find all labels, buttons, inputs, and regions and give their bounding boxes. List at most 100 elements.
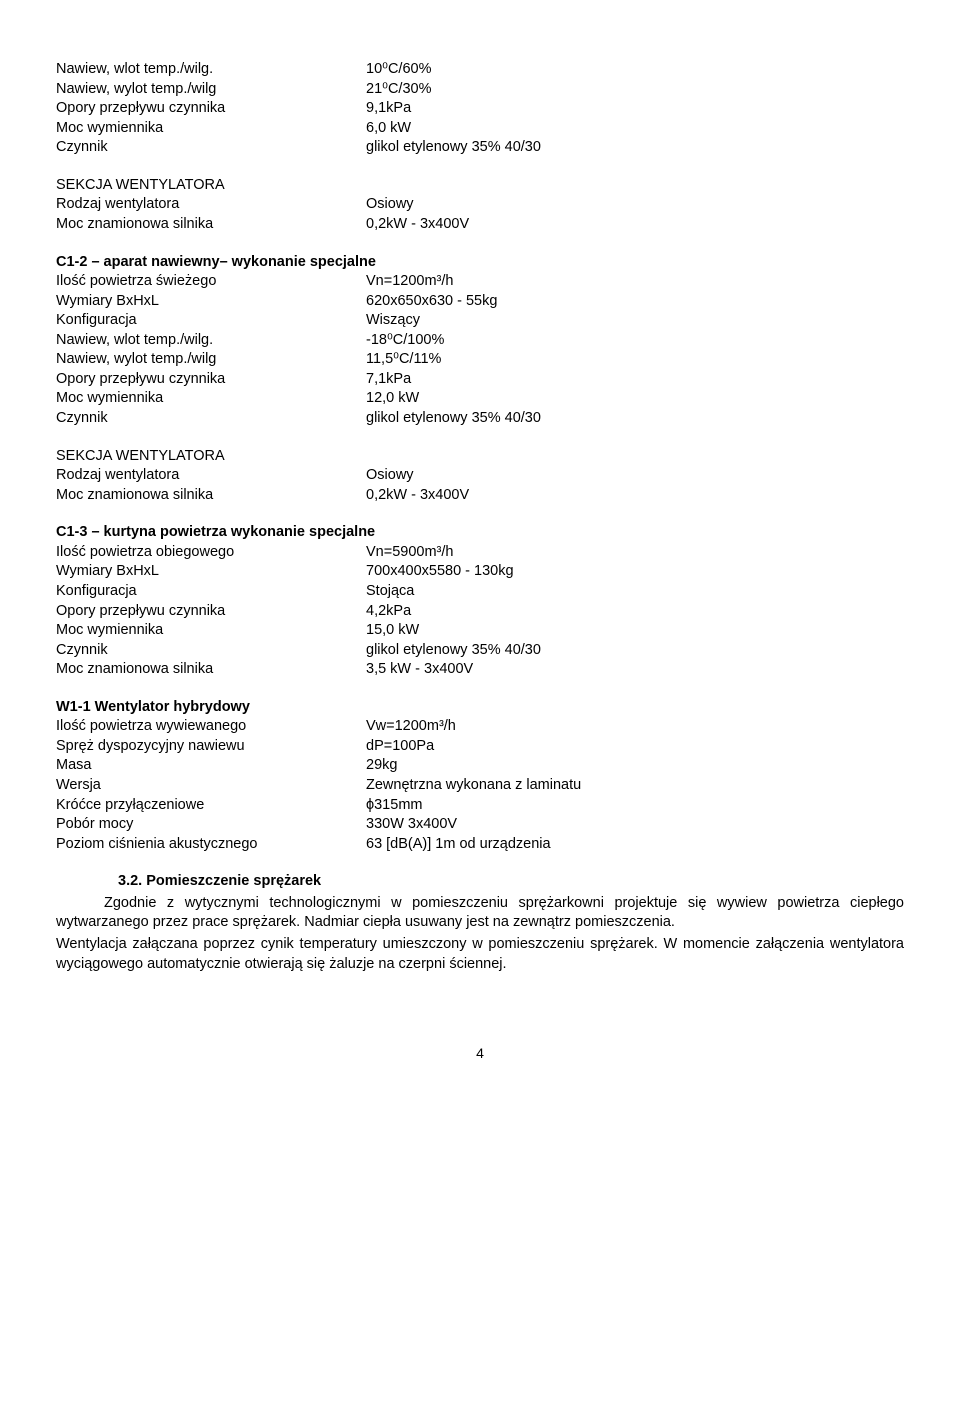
spec-label: Króćce przyłączeniowe bbox=[56, 796, 366, 816]
spec-row: Pobór mocy330W 3x400V bbox=[56, 815, 904, 835]
spec-value: Vn=5900m³/h bbox=[366, 543, 904, 563]
spec-value: 9,1kPa bbox=[366, 99, 904, 119]
spec-value: Osiowy bbox=[366, 195, 904, 215]
spec-row: Króćce przyłączenioweϕ315mm bbox=[56, 796, 904, 816]
subsection-heading: 3.2. Pomieszczenie sprężarek bbox=[118, 872, 904, 892]
spec-row: Czynnikglikol etylenowy 35% 40/30 bbox=[56, 409, 904, 429]
spec-value: ϕ315mm bbox=[366, 796, 904, 816]
spec-value: 0,2kW - 3x400V bbox=[366, 215, 904, 235]
spec-value: glikol etylenowy 35% 40/30 bbox=[366, 641, 904, 661]
spec-row: Ilość powietrza świeżegoVn=1200m³/h bbox=[56, 272, 904, 292]
spec-label: Masa bbox=[56, 756, 366, 776]
spec-label: Ilość powietrza świeżego bbox=[56, 272, 366, 292]
spec-value: Vn=1200m³/h bbox=[366, 272, 904, 292]
spec-row: Moc wymiennika6,0 kW bbox=[56, 119, 904, 139]
spec-label: Rodzaj wentylatora bbox=[56, 466, 366, 486]
spec-row: Moc znamionowa silnika0,2kW - 3x400V bbox=[56, 486, 904, 506]
spec-row: Moc wymiennika12,0 kW bbox=[56, 389, 904, 409]
spec-row: Wymiary BxHxL700x400x5580 - 130kg bbox=[56, 562, 904, 582]
spec-value: -18⁰C/100% bbox=[366, 331, 904, 351]
spec-value: 63 [dB(A)] 1m od urządzenia bbox=[366, 835, 904, 855]
spec-label: Ilość powietrza obiegowego bbox=[56, 543, 366, 563]
spec-row: Nawiew, wlot temp./wilg.10⁰C/60% bbox=[56, 60, 904, 80]
spec-value: 0,2kW - 3x400V bbox=[366, 486, 904, 506]
spec-label: Opory przepływu czynnika bbox=[56, 370, 366, 390]
spec-row: Moc wymiennika15,0 kW bbox=[56, 621, 904, 641]
spec-value: 6,0 kW bbox=[366, 119, 904, 139]
spec-label: Moc znamionowa silnika bbox=[56, 486, 366, 506]
spec-value: 330W 3x400V bbox=[366, 815, 904, 835]
spec-label: Moc znamionowa silnika bbox=[56, 660, 366, 680]
spec-value: 620x650x630 - 55kg bbox=[366, 292, 904, 312]
spec-row: Ilość powietrza obiegowegoVn=5900m³/h bbox=[56, 543, 904, 563]
spec-label: Moc wymiennika bbox=[56, 119, 366, 139]
spec-label: Nawiew, wylot temp./wilg bbox=[56, 80, 366, 100]
spec-label: Moc wymiennika bbox=[56, 621, 366, 641]
spec-label: Czynnik bbox=[56, 641, 366, 661]
spec-row: Czynnikglikol etylenowy 35% 40/30 bbox=[56, 138, 904, 158]
spec-label: Spręż dyspozycyjny nawiewu bbox=[56, 737, 366, 757]
spec-value: 12,0 kW bbox=[366, 389, 904, 409]
spec-value: Osiowy bbox=[366, 466, 904, 486]
spec-row: Opory przepływu czynnika7,1kPa bbox=[56, 370, 904, 390]
spec-value: 4,2kPa bbox=[366, 602, 904, 622]
spec-row: Rodzaj wentylatoraOsiowy bbox=[56, 466, 904, 486]
spec-label: Wymiary BxHxL bbox=[56, 562, 366, 582]
spec-row: WersjaZewnętrzna wykonana z laminatu bbox=[56, 776, 904, 796]
spec-value: 7,1kPa bbox=[366, 370, 904, 390]
spec-row: Moc znamionowa silnika0,2kW - 3x400V bbox=[56, 215, 904, 235]
spec-value: glikol etylenowy 35% 40/30 bbox=[366, 409, 904, 429]
spec-value: 10⁰C/60% bbox=[366, 60, 904, 80]
spec-value: 29kg bbox=[366, 756, 904, 776]
section-header: SEKCJA WENTYLATORA bbox=[56, 447, 904, 467]
paragraph: Zgodnie z wytycznymi technologicznymi w … bbox=[56, 894, 904, 933]
spec-value: 15,0 kW bbox=[366, 621, 904, 641]
spec-row: Nawiew, wylot temp./wilg11,5⁰C/11% bbox=[56, 350, 904, 370]
spec-value: 11,5⁰C/11% bbox=[366, 350, 904, 370]
spec-row: Opory przepływu czynnika9,1kPa bbox=[56, 99, 904, 119]
section-title: C1-3 – kurtyna powietrza wykonanie specj… bbox=[56, 523, 904, 543]
spec-label: Konfiguracja bbox=[56, 311, 366, 331]
paragraph: Wentylacja załączana poprzez cynik tempe… bbox=[56, 935, 904, 974]
spec-label: Czynnik bbox=[56, 409, 366, 429]
spec-label: Nawiew, wlot temp./wilg. bbox=[56, 331, 366, 351]
spec-value: glikol etylenowy 35% 40/30 bbox=[366, 138, 904, 158]
spec-row: Wymiary BxHxL620x650x630 - 55kg bbox=[56, 292, 904, 312]
spec-value: Zewnętrzna wykonana z laminatu bbox=[366, 776, 904, 796]
spec-value: 3,5 kW - 3x400V bbox=[366, 660, 904, 680]
spec-label: Wersja bbox=[56, 776, 366, 796]
spec-row: Ilość powietrza wywiewanegoVw=1200m³/h bbox=[56, 717, 904, 737]
spec-value: Wiszący bbox=[366, 311, 904, 331]
section-title: W1-1 Wentylator hybrydowy bbox=[56, 698, 904, 718]
page-number: 4 bbox=[56, 1044, 904, 1063]
spec-label: Wymiary BxHxL bbox=[56, 292, 366, 312]
spec-label: Pobór mocy bbox=[56, 815, 366, 835]
spec-row: KonfiguracjaStojąca bbox=[56, 582, 904, 602]
spec-value: 700x400x5580 - 130kg bbox=[366, 562, 904, 582]
spec-value: Vw=1200m³/h bbox=[366, 717, 904, 737]
spec-row: Poziom ciśnienia akustycznego63 [dB(A)] … bbox=[56, 835, 904, 855]
spec-row: Opory przepływu czynnika4,2kPa bbox=[56, 602, 904, 622]
section-title: C1-2 – aparat nawiewny– wykonanie specja… bbox=[56, 253, 904, 273]
spec-row: Czynnikglikol etylenowy 35% 40/30 bbox=[56, 641, 904, 661]
spec-label: Opory przepływu czynnika bbox=[56, 99, 366, 119]
spec-label: Czynnik bbox=[56, 138, 366, 158]
spec-label: Ilość powietrza wywiewanego bbox=[56, 717, 366, 737]
spec-label: Nawiew, wlot temp./wilg. bbox=[56, 60, 366, 80]
spec-row: Moc znamionowa silnika3,5 kW - 3x400V bbox=[56, 660, 904, 680]
spec-label: Moc znamionowa silnika bbox=[56, 215, 366, 235]
spec-row: Masa29kg bbox=[56, 756, 904, 776]
spec-row: Rodzaj wentylatoraOsiowy bbox=[56, 195, 904, 215]
spec-row: KonfiguracjaWiszący bbox=[56, 311, 904, 331]
spec-row: Nawiew, wylot temp./wilg21⁰C/30% bbox=[56, 80, 904, 100]
spec-label: Poziom ciśnienia akustycznego bbox=[56, 835, 366, 855]
spec-row: Spręż dyspozycyjny nawiewudP=100Pa bbox=[56, 737, 904, 757]
spec-value: 21⁰C/30% bbox=[366, 80, 904, 100]
spec-row: Nawiew, wlot temp./wilg.-18⁰C/100% bbox=[56, 331, 904, 351]
spec-label: Nawiew, wylot temp./wilg bbox=[56, 350, 366, 370]
spec-label: Moc wymiennika bbox=[56, 389, 366, 409]
spec-label: Rodzaj wentylatora bbox=[56, 195, 366, 215]
spec-value: Stojąca bbox=[366, 582, 904, 602]
section-header: SEKCJA WENTYLATORA bbox=[56, 176, 904, 196]
spec-label: Opory przepływu czynnika bbox=[56, 602, 366, 622]
